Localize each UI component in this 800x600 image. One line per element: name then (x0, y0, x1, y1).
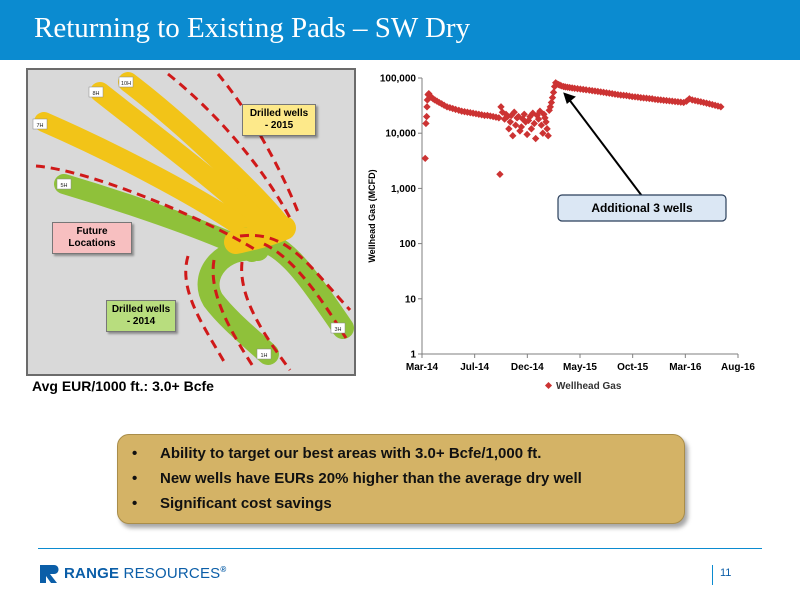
y-tick-label: 1,000 (391, 184, 416, 195)
well-tag-5h: 5H (56, 178, 72, 190)
logo-word-resources: RESOURCES (123, 565, 221, 582)
footer-rule (38, 548, 762, 549)
future-line-2 (216, 73, 300, 213)
page-divider (712, 565, 713, 585)
well-tag-7h: 7H (32, 118, 48, 130)
data-point (531, 134, 540, 143)
svg-text:5H: 5H (60, 183, 67, 189)
data-point (548, 94, 557, 102)
y-tick-label: 100,000 (380, 74, 417, 85)
callout-text: Additional 3 wells (591, 201, 693, 215)
label-drilled-2014: Drilled wells - 2014 (106, 300, 176, 332)
svg-text:7H: 7H (36, 123, 43, 129)
y-tick-label: 100 (399, 239, 416, 250)
data-point (523, 130, 531, 139)
well-tag-3h: 3H (330, 322, 346, 334)
well-pad-map: 10H 8H 7H 5H 3H 1H Drilled wells - 2015 Futur… (26, 68, 356, 376)
logo-word-range: RANGE (64, 565, 120, 582)
data-point (422, 119, 430, 128)
x-tick-label: Mar-16 (669, 362, 702, 373)
future-line-5 (263, 242, 348, 339)
callout-arrow (567, 97, 643, 197)
y-tick-label: 10,000 (385, 129, 416, 140)
svg-text:8H: 8H (92, 91, 99, 97)
data-point (496, 170, 504, 178)
range-logo-icon (40, 565, 59, 583)
page-title: Returning to Existing Pads – SW Dry (34, 12, 471, 44)
logo-wordmark: RANGE RESOURCES® (64, 565, 226, 582)
well-tag-1h: 1H (256, 348, 272, 360)
eur-caption: Avg EUR/1000 ft.: 3.0+ Bcfe (32, 378, 214, 394)
x-tick-label: Jul-14 (460, 362, 489, 373)
legend: Wellhead Gas (544, 381, 622, 392)
future-line-8 (240, 261, 292, 371)
chart-svg: 1 10 100 1,000 10,000 100,000 Mar-14 Jul-14 Dec… (367, 74, 755, 393)
data-point (421, 154, 429, 163)
data-point (539, 129, 547, 137)
legend-label: Wellhead Gas (556, 381, 622, 392)
data-point (422, 112, 431, 121)
key-points-list: Ability to target our best areas with 3.… (118, 435, 684, 518)
y-axis-label: Wellhead Gas (MCFD) (367, 169, 377, 262)
future-line-1 (167, 72, 292, 219)
label-future-locations: Future Locations (52, 222, 132, 254)
x-tick-label: May-15 (563, 362, 597, 373)
key-points-box: Ability to target our best areas with 3.… (117, 434, 685, 524)
callout-box (557, 194, 727, 222)
data-point (509, 132, 517, 140)
future-line-6 (184, 255, 228, 366)
data-point (527, 125, 536, 133)
data-point (549, 88, 558, 97)
svg-text:1H: 1H (260, 353, 267, 359)
data-point (505, 125, 513, 133)
key-point: Ability to target our best areas with 3.… (132, 443, 684, 468)
well-path-8h (90, 82, 278, 240)
x-tick-label: Dec-14 (511, 362, 544, 373)
logo-registered: ® (220, 565, 227, 574)
svg-text:10H: 10H (121, 81, 131, 87)
key-point: Significant cost savings (132, 493, 684, 518)
data-point (544, 132, 552, 140)
well-path-10h (118, 72, 290, 234)
data-point (497, 103, 505, 111)
y-tick-label: 1 (410, 350, 416, 361)
callout-arrowhead (563, 92, 576, 104)
data-point (423, 103, 431, 111)
wellhead-gas-chart: 1 10 100 1,000 10,000 100,000 Mar-14 Jul-14 Dec… (360, 64, 760, 409)
well-tag-10h: 10H (118, 76, 134, 88)
data-point (543, 125, 551, 133)
future-line-4 (239, 233, 352, 312)
well-path-7h (34, 112, 270, 250)
well-tag-8h: 8H (88, 86, 104, 98)
well-path-1h (197, 238, 279, 365)
title-bar (0, 0, 800, 60)
page-number: 11 (720, 567, 732, 579)
x-tick-label: Oct-15 (617, 362, 649, 373)
x-tick-label: Mar-14 (406, 362, 439, 373)
x-tick-label: Aug-16 (721, 362, 755, 373)
well-map-drawing: 10H 8H 7H 5H 3H 1H (32, 72, 354, 371)
y-tick-label: 10 (405, 294, 417, 305)
svg-text:3H: 3H (334, 327, 341, 333)
key-point: New wells have EURs 20% higher than the … (132, 468, 684, 493)
future-line-3 (35, 164, 257, 252)
data-point (511, 121, 520, 129)
legend-marker (544, 381, 553, 390)
data-point (530, 119, 538, 128)
label-drilled-2015: Drilled wells - 2015 (242, 104, 316, 136)
